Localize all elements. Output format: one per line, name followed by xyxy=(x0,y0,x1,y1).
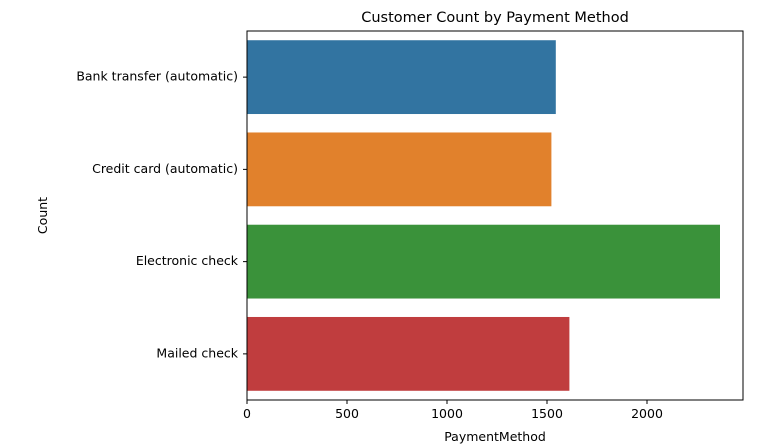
plot-frame xyxy=(246,30,744,401)
x-axis: 0 500 1000 1500 2000 xyxy=(243,400,663,421)
x-tick-label: 0 xyxy=(243,406,251,421)
bar-0 xyxy=(247,40,556,115)
bar-1 xyxy=(247,132,552,207)
x-tick-label: 1500 xyxy=(531,406,563,421)
x-tick-label: 500 xyxy=(335,406,359,421)
bar-3 xyxy=(247,316,570,391)
bars-group xyxy=(247,40,720,391)
y-tick-label: Electronic check xyxy=(136,253,239,268)
x-tick-label: 1000 xyxy=(431,406,463,421)
chart-title: Customer Count by Payment Method xyxy=(361,10,629,26)
x-tick-label: 2000 xyxy=(631,406,663,421)
bar-2 xyxy=(247,224,720,299)
y-tick-label: Mailed check xyxy=(156,345,238,360)
y-tick-label: Credit card (automatic) xyxy=(92,161,238,176)
y-axis: Bank transfer (automatic) Credit card (au… xyxy=(76,69,247,360)
x-axis-label: PaymentMethod xyxy=(444,429,546,444)
y-axis-label: Count xyxy=(35,197,50,234)
y-tick-label: Bank transfer (automatic) xyxy=(76,69,238,84)
